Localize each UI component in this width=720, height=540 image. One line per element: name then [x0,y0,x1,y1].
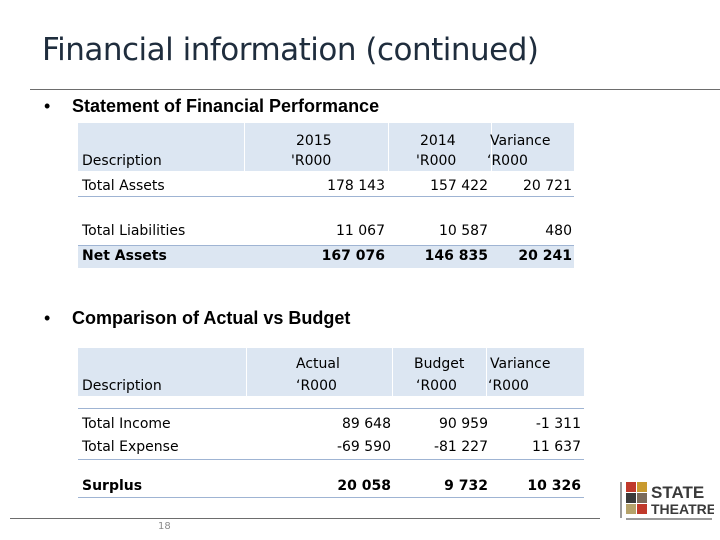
cell-net-assets-2015: 167 076 [321,248,385,264]
cell-total-assets-variance: 20 721 [523,178,572,194]
row-label-surplus: Surplus [82,478,143,494]
header-description: Description [82,378,162,394]
cell-surplus-actual: 20 058 [337,478,391,494]
logo-side-strip [620,482,622,518]
header-variance: Variance [490,133,551,149]
table-header-band [78,348,584,396]
state-theatre-logo: STATE THEATRE [620,482,714,520]
header-actual: Actual [296,356,340,372]
row-divider [78,408,584,409]
logo-text-theatre: THEATRE [651,501,714,517]
cell-net-assets-2014: 146 835 [424,248,488,264]
header-variance-unit: ‘R000 [487,153,528,169]
cell-total-liabilities-variance: 480 [545,223,572,239]
section-heading-text: Statement of Financial Performance [72,96,380,116]
bullet-marker: • [44,96,51,116]
cell-surplus-budget: 9 732 [444,478,488,494]
header-description: Description [82,153,162,169]
header-budget-unit: ‘R000 [416,378,457,394]
section-heading-text: Comparison of Actual vs Budget [72,308,351,328]
slide-title: Financial information (continued) [42,32,539,68]
header-actual-unit: ‘R000 [296,378,337,394]
logo-emblem [626,482,647,514]
column-divider [491,123,492,171]
page-number: 18 [158,521,171,532]
logo-tagline-bar [626,518,712,520]
column-divider [244,123,245,171]
row-divider [78,459,584,460]
header-variance: Variance [490,356,551,372]
row-label-total-income: Total Income [82,416,171,432]
table-row-band [78,246,574,268]
header-budget: Budget [414,356,465,372]
column-divider [246,348,247,396]
section-heading-financial-performance: • Statement of Financial Performance [44,96,379,117]
header-2015-unit: 'R000 [291,153,332,169]
cell-total-assets-2014: 157 422 [430,178,488,194]
header-2015-year: 2015 [296,133,332,149]
row-label-total-liabilities: Total Liabilities [82,223,186,239]
row-divider [78,196,574,197]
bullet-marker: • [44,308,51,328]
header-variance-unit: ‘R000 [488,378,529,394]
row-label-total-expense: Total Expense [82,439,179,455]
cell-total-assets-2015: 178 143 [327,178,385,194]
header-2014-unit: 'R000 [416,153,457,169]
row-label-net-assets: Net Assets [82,248,167,264]
cell-total-income-variance: -1 311 [535,416,581,432]
title-divider [30,89,720,90]
cell-total-income-budget: 90 959 [439,416,488,432]
cell-total-expense-actual: -69 590 [336,439,391,455]
cell-total-liabilities-2015: 11 067 [336,223,385,239]
column-divider [392,348,393,396]
row-label-total-assets: Total Assets [82,178,165,194]
header-2014-year: 2014 [420,133,456,149]
section-heading-actual-vs-budget: • Comparison of Actual vs Budget [44,308,350,329]
cell-total-income-actual: 89 648 [342,416,391,432]
column-divider [486,348,487,396]
column-divider [388,123,389,171]
cell-net-assets-variance: 20 241 [518,248,572,264]
cell-total-liabilities-2014: 10 587 [439,223,488,239]
cell-total-expense-budget: -81 227 [433,439,488,455]
row-divider [78,245,574,246]
cell-total-expense-variance: 11 637 [532,439,581,455]
footer-divider [10,518,600,519]
row-divider [78,497,584,498]
cell-surplus-variance: 10 326 [527,478,581,494]
logo-text-state: STATE [651,483,704,502]
